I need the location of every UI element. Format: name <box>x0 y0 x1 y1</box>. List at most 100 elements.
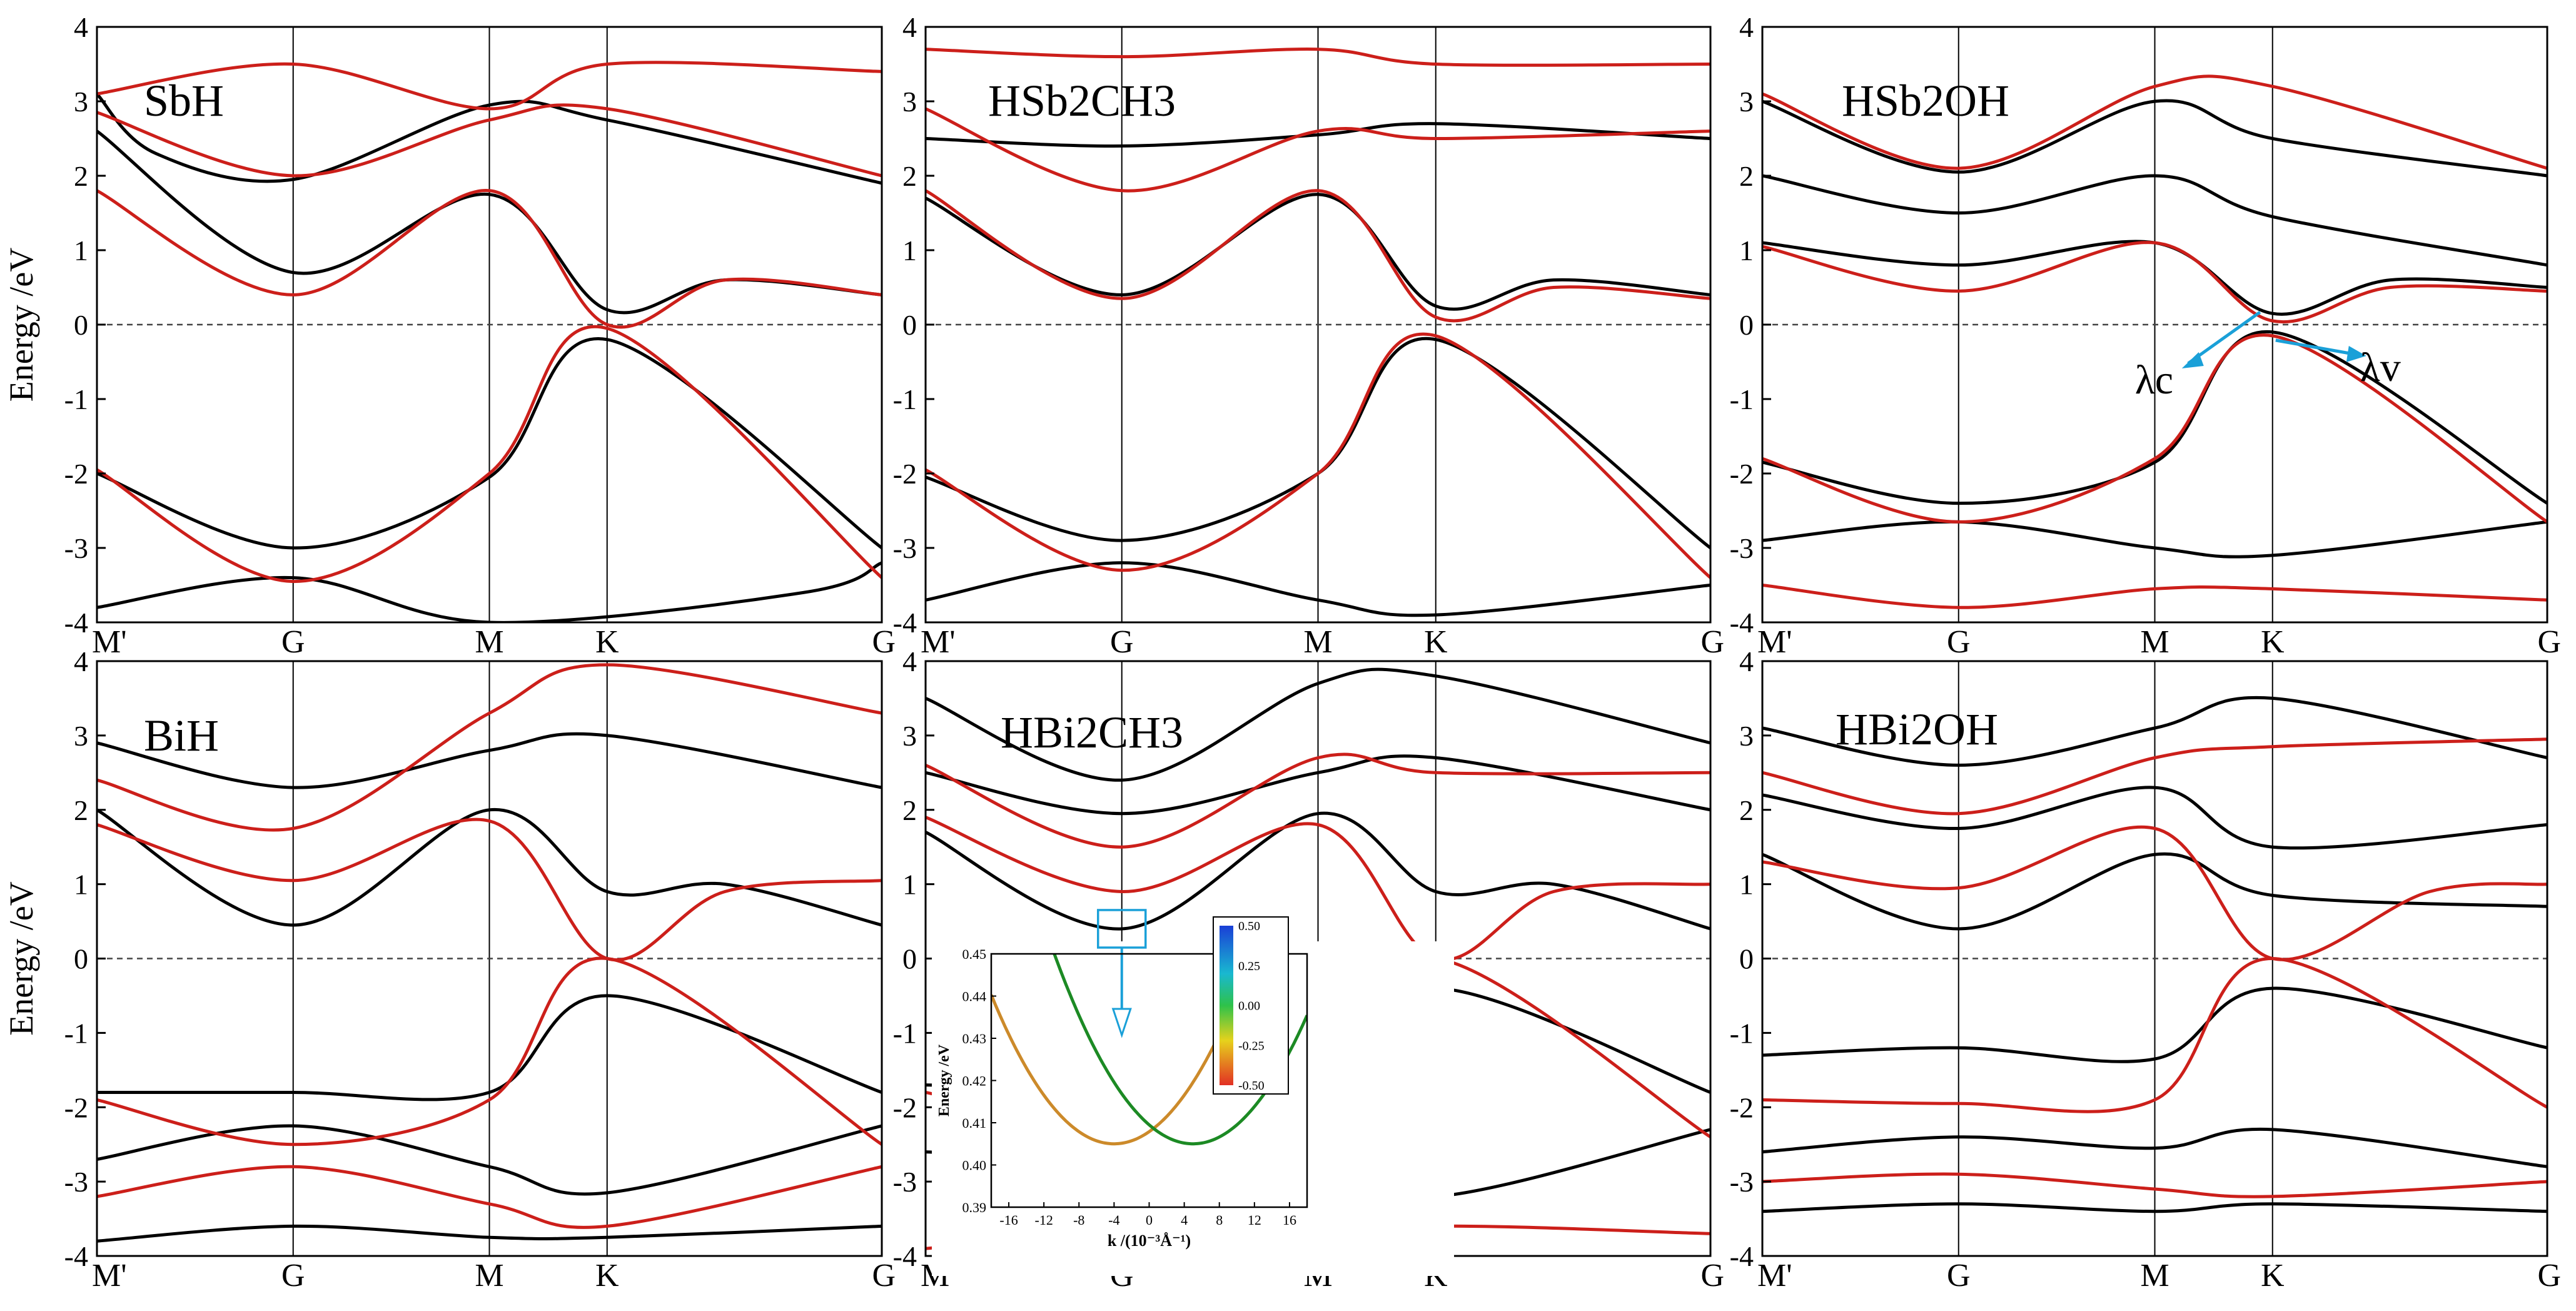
band-red-4 <box>926 189 1710 323</box>
x-tick-label: G <box>1110 624 1134 660</box>
y-tick-label: -1 <box>893 383 917 415</box>
band-black-2 <box>926 667 1710 782</box>
y-tick-label: 4 <box>1739 11 1754 43</box>
y-tick-label: -2 <box>1730 1091 1754 1123</box>
y-tick-label: -3 <box>1730 1166 1754 1198</box>
y-tick-label: -4 <box>64 607 88 639</box>
colorbar-tick-label: -0.25 <box>1238 1039 1265 1053</box>
y-tick-label: -2 <box>64 1091 88 1123</box>
band-black-0 <box>926 811 1710 931</box>
y-tick-label: -1 <box>64 383 88 415</box>
x-tick-label: G <box>1947 1258 1971 1293</box>
inset-x-tick-label: -8 <box>1073 1212 1084 1228</box>
x-tick-label: G <box>872 1258 896 1293</box>
y-tick-label: 0 <box>902 309 917 341</box>
y-tick-label: -1 <box>64 1017 88 1049</box>
band-black-1 <box>1762 174 2547 267</box>
band-red-6 <box>926 332 1710 579</box>
y-tick-label: -1 <box>893 1017 917 1049</box>
y-tick-label: -3 <box>1730 532 1754 564</box>
colorbar <box>1220 926 1233 1085</box>
x-tick-label: G <box>872 624 896 660</box>
x-tick-label: M <box>475 624 503 660</box>
band-black-0 <box>1762 852 2547 931</box>
x-tick-label: M <box>475 1258 503 1293</box>
band-red-7 <box>1762 737 2547 816</box>
y-tick-label: 3 <box>902 86 917 118</box>
inset-band-1 <box>1053 954 1307 1146</box>
band-red-7 <box>97 956 882 1146</box>
panel-hbi2oh: -4 -3 -2 -1 0 1 2 3 4 M' G M K G HBi2OH <box>1730 645 2561 1293</box>
y-tick-label: 2 <box>1739 794 1754 826</box>
band-black-2 <box>97 994 882 1101</box>
inset-band-0 <box>991 954 1255 1146</box>
inset-curves <box>991 954 1307 1146</box>
y-tick-label: 2 <box>74 160 88 192</box>
panel-bih: -4 -3 -2 -1 0 1 2 3 4 M' G M K G BiH Energy /eV <box>3 645 896 1293</box>
inset-y-tick-label: 0.45 <box>962 946 987 962</box>
y-tick-label: -2 <box>893 1091 917 1123</box>
x-tick-label: K <box>595 624 619 660</box>
band-red-6 <box>97 325 882 584</box>
band-red-7 <box>926 48 1710 67</box>
band-black-1 <box>97 93 882 185</box>
x-tick-label: K <box>2261 1258 2285 1293</box>
inset-y-label: Energy /eV <box>936 1044 952 1116</box>
inset-x-tick-label: 12 <box>1248 1212 1261 1228</box>
y-tick-label: 3 <box>902 720 917 752</box>
x-tick-label: M' <box>921 624 956 660</box>
colorbar-tick-label: 0.50 <box>1238 919 1260 933</box>
inset-x-tick-label: -16 <box>999 1212 1018 1228</box>
band-black-5 <box>1762 1202 2547 1213</box>
inset-x-tick-label: 0 <box>1146 1212 1153 1228</box>
bands <box>97 61 882 622</box>
band-black-1 <box>1762 786 2547 850</box>
band-red-7 <box>1762 333 2547 524</box>
band-black-4 <box>97 1224 882 1243</box>
band-red-7 <box>97 61 882 111</box>
x-tick-label: M' <box>92 624 127 660</box>
panel-hsb2oh: -4 -3 -2 -1 0 1 2 3 4 M' G M K G HSb2OH λc λv <box>1730 11 2561 660</box>
x-tick-label: G <box>2537 624 2561 660</box>
inset-background <box>932 941 1454 1276</box>
x-tick-label: M <box>2140 1258 2169 1293</box>
arrow-lambda-c <box>2187 310 2261 365</box>
y-tick-label: 0 <box>1739 309 1754 341</box>
x-tick-label: M <box>2140 624 2169 660</box>
arrow-head-icon <box>1111 1008 1132 1038</box>
panel-title: HBi2CH3 <box>1001 707 1183 757</box>
inset-spin-texture: 0.39 0.40 0.41 0.42 0.43 0.44 0.45 -16 -12 -8 -4 0 4… <box>932 909 1454 1276</box>
y-tick-label: 1 <box>1739 235 1754 266</box>
band-black-2 <box>1762 696 2547 767</box>
inset-x-tick-label: 8 <box>1216 1212 1223 1228</box>
y-tick-label: -3 <box>64 1166 88 1198</box>
inset-x-tick-label: -4 <box>1108 1212 1119 1228</box>
y-tick-label: 2 <box>902 794 917 826</box>
y-tick-label: 1 <box>74 869 88 901</box>
band-black-3 <box>1762 330 2547 505</box>
x-tick-label: G <box>2537 1258 2561 1293</box>
band-red-9 <box>1762 1172 2547 1198</box>
y-tick-label: 4 <box>1739 645 1754 677</box>
y-tick-label: 1 <box>902 869 917 901</box>
inset-x-label: k /(10⁻³Å⁻¹) <box>1108 1232 1191 1250</box>
x-tick-label: K <box>2261 624 2285 660</box>
band-red-6 <box>1762 825 2547 961</box>
band-red-4 <box>97 189 882 329</box>
y-tick-label: -4 <box>1730 607 1754 639</box>
x-tick-label: G <box>281 1258 305 1293</box>
inset-y-tick-label: 0.42 <box>962 1073 987 1089</box>
y-tick-label: -2 <box>893 458 917 490</box>
inset-x-tick-label: -12 <box>1035 1212 1053 1228</box>
panel-title: BiH <box>144 711 219 761</box>
inset-x-tick-label: 16 <box>1283 1212 1296 1228</box>
panel-title: HBi2OH <box>1836 704 1998 754</box>
x-tick-label: G <box>1700 1258 1724 1293</box>
band-red-6 <box>926 752 1710 849</box>
colorbar-tick-label: 0.00 <box>1238 1000 1260 1013</box>
band-red-5 <box>926 816 1710 961</box>
band-red-5 <box>926 107 1710 193</box>
y-tick-label: -4 <box>893 1240 917 1272</box>
y-tick-label: -2 <box>64 458 88 490</box>
